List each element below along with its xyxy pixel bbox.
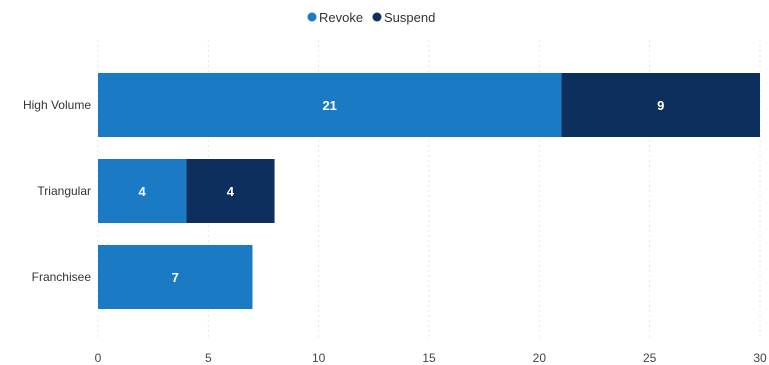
data-label: 4 [227,184,235,199]
x-axis-ticks: 0 5 10 15 20 25 30 [95,351,767,365]
category-label: Triangular [37,184,91,198]
bar-suspend-high-volume[interactable] [561,73,760,137]
category-label: High Volume [23,98,91,112]
category-label: Franchisee [32,270,92,284]
x-tick-label: 15 [422,351,436,365]
x-tick-label: 0 [95,351,102,365]
bar-revoke-high-volume[interactable] [98,73,562,137]
category-labels: High Volume Triangular Franchisee [23,98,91,284]
legend-label-revoke[interactable]: Revoke [319,10,363,25]
legend-swatch-revoke [307,12,317,22]
legend-label-suspend[interactable]: Suspend [384,10,435,25]
bar-revoke-triangular[interactable] [98,159,187,223]
bar-revoke-franchisee[interactable] [98,245,253,309]
x-tick-label: 20 [533,351,547,365]
data-label: 21 [322,98,336,113]
data-label: 4 [139,184,147,199]
legend-swatch-suspend [372,12,382,22]
bars: 21 9 4 4 7 [98,73,760,309]
x-tick-label: 5 [205,351,212,365]
x-tick-label: 30 [753,351,767,365]
bar-suspend-triangular[interactable] [186,159,275,223]
data-label: 9 [657,98,664,113]
x-tick-label: 10 [312,351,326,365]
data-label: 7 [172,270,179,285]
legend: Revoke Suspend [307,10,435,25]
x-tick-label: 25 [643,351,657,365]
